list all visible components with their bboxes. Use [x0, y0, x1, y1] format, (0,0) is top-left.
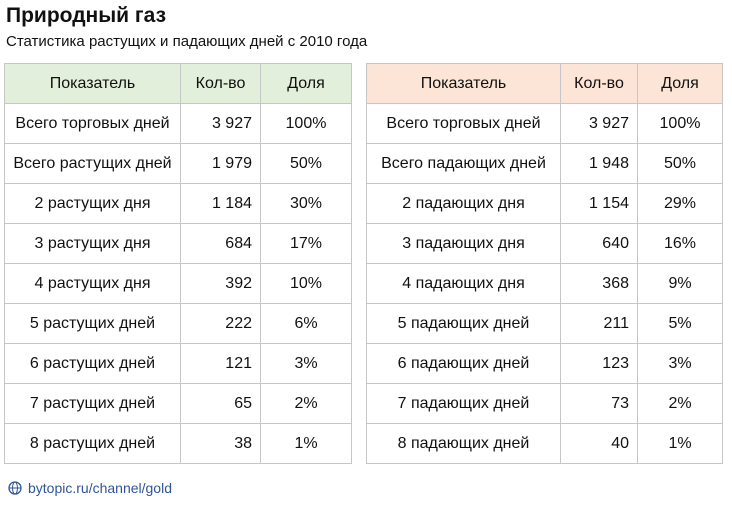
table-row: 8 падающих дней 40 1% — [366, 423, 723, 464]
table-cell: 3% — [260, 343, 352, 384]
table-row: 6 падающих дней 123 3% — [366, 343, 723, 384]
table-cell: 1 979 — [180, 143, 261, 184]
subtitle: Статистика растущих и падающих дней с 20… — [6, 33, 368, 50]
table-cell: 3 927 — [180, 103, 261, 144]
table-row: Всего падающих дней 1 948 50% — [366, 143, 723, 184]
table-cell: 1 948 — [560, 143, 638, 184]
table-cell: 3% — [637, 343, 723, 384]
column-header: Кол-во — [180, 63, 261, 104]
column-header: Кол-во — [560, 63, 638, 104]
table-cell: 50% — [637, 143, 723, 184]
table-row: 4 растущих дня 392 10% — [4, 263, 352, 304]
table-cell: 73 — [560, 383, 638, 424]
growth-table: Показатель Кол-во Доля Всего торговых дней 3… — [4, 63, 352, 464]
table-cell: 7 растущих дней — [4, 383, 181, 424]
table-cell: 29% — [637, 183, 723, 224]
title: Природный газ — [6, 4, 167, 27]
table-cell: Всего торговых дней — [366, 103, 561, 144]
table-row: 5 растущих дней 222 6% — [4, 303, 352, 344]
table-cell: 6 падающих дней — [366, 343, 561, 384]
footer-link[interactable]: bytopic.ru/channel/gold — [28, 480, 172, 496]
table-row: 7 растущих дней 65 2% — [4, 383, 352, 424]
table-cell: 2% — [260, 383, 352, 424]
table-cell: 16% — [637, 223, 723, 264]
column-header: Показатель — [366, 63, 561, 104]
table-cell: 2% — [637, 383, 723, 424]
table-row: 4 падающих дня 368 9% — [366, 263, 723, 304]
table-row: 2 растущих дня 1 184 30% — [4, 183, 352, 224]
table-cell: 38 — [180, 423, 261, 464]
table-cell: 5% — [637, 303, 723, 344]
table-cell: 123 — [560, 343, 638, 384]
footer: bytopic.ru/channel/gold — [8, 480, 172, 496]
table-cell: 65 — [180, 383, 261, 424]
table-cell: 5 падающих дней — [366, 303, 561, 344]
table-cell: 1% — [260, 423, 352, 464]
table-cell: 9% — [637, 263, 723, 304]
table-cell: 211 — [560, 303, 638, 344]
table-cell: 4 падающих дня — [366, 263, 561, 304]
table-cell: 2 падающих дня — [366, 183, 561, 224]
table-row: 6 растущих дней 121 3% — [4, 343, 352, 384]
table-cell: 3 927 — [560, 103, 638, 144]
table-cell: Всего падающих дней — [366, 143, 561, 184]
table-cell: 8 падающих дней — [366, 423, 561, 464]
table-cell: 3 падающих дня — [366, 223, 561, 264]
table-cell: Всего растущих дней — [4, 143, 181, 184]
decline-table: Показатель Кол-во Доля Всего торговых дней 3… — [366, 63, 723, 464]
table-cell: 368 — [560, 263, 638, 304]
header-row: Показатель Кол-во Доля — [366, 63, 723, 104]
table-cell: 6 растущих дней — [4, 343, 181, 384]
table-cell: 5 растущих дней — [4, 303, 181, 344]
table-row: 2 падающих дня 1 154 29% — [366, 183, 723, 224]
table-cell: 40 — [560, 423, 638, 464]
table-cell: 100% — [260, 103, 352, 144]
table-cell: 1 154 — [560, 183, 638, 224]
table-row: 5 падающих дней 211 5% — [366, 303, 723, 344]
table-cell: 7 падающих дней — [366, 383, 561, 424]
table-row: 3 растущих дня 684 17% — [4, 223, 352, 264]
table-row: Всего торговых дней 3 927 100% — [4, 103, 352, 144]
table-cell: 17% — [260, 223, 352, 264]
table-row: 3 падающих дня 640 16% — [366, 223, 723, 264]
table-cell: 3 растущих дня — [4, 223, 181, 264]
table-cell: 30% — [260, 183, 352, 224]
column-header: Показатель — [4, 63, 181, 104]
table-cell: 121 — [180, 343, 261, 384]
header-row: Показатель Кол-во Доля — [4, 63, 352, 104]
table-cell: 6% — [260, 303, 352, 344]
table-cell: 8 растущих дней — [4, 423, 181, 464]
globe-icon — [8, 481, 22, 495]
table-cell: 640 — [560, 223, 638, 264]
table-cell: 50% — [260, 143, 352, 184]
table-cell: 222 — [180, 303, 261, 344]
table-cell: 4 растущих дня — [4, 263, 181, 304]
column-header: Доля — [637, 63, 723, 104]
table-cell: 392 — [180, 263, 261, 304]
table-row: 8 растущих дней 38 1% — [4, 423, 352, 464]
column-header: Доля — [260, 63, 352, 104]
table-cell: 1% — [637, 423, 723, 464]
table-row: Всего торговых дней 3 927 100% — [366, 103, 723, 144]
table-cell: 10% — [260, 263, 352, 304]
table-cell: 1 184 — [180, 183, 261, 224]
table-cell: 2 растущих дня — [4, 183, 181, 224]
table-row: 7 падающих дней 73 2% — [366, 383, 723, 424]
table-row: Всего растущих дней 1 979 50% — [4, 143, 352, 184]
table-cell: 100% — [637, 103, 723, 144]
table-cell: Всего торговых дней — [4, 103, 181, 144]
table-cell: 684 — [180, 223, 261, 264]
